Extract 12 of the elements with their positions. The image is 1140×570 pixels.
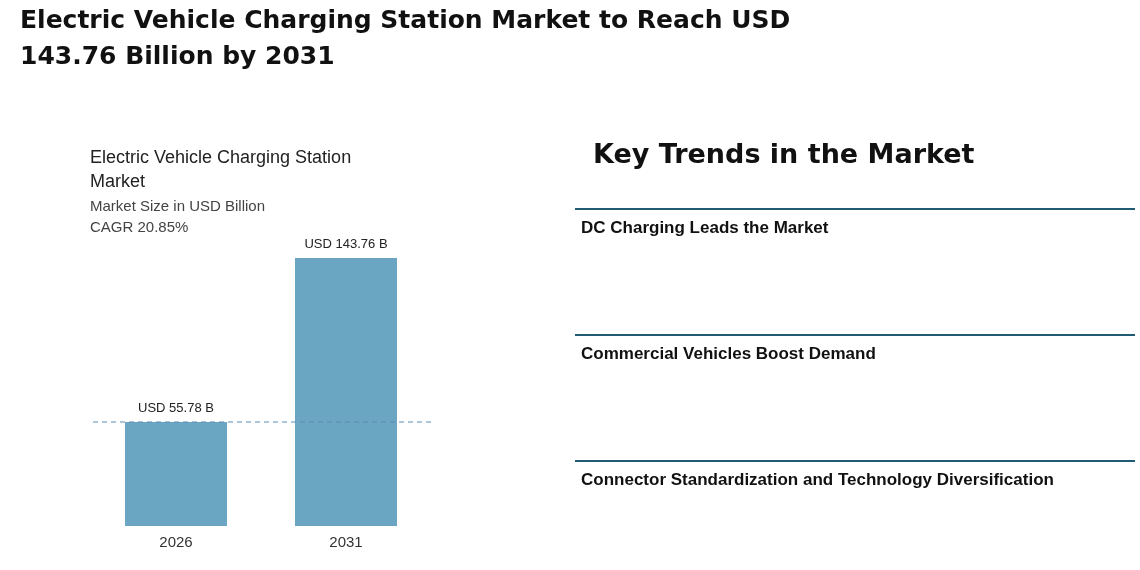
- x-tick-label: 2026: [159, 532, 193, 550]
- data-label: USD 143.76 B: [304, 236, 388, 251]
- text: Key Trends in the Market: [593, 138, 976, 171]
- chart-subtitle: Electric Vehicle Charging Station Market: [90, 146, 353, 193]
- x-tick-label: 2031: [329, 532, 363, 550]
- data-label: USD 55.78 B: [138, 400, 214, 416]
- text: CAGR 20.85%: [90, 218, 190, 235]
- text: Commercial Vehicles Boost Demand: [575, 334, 1135, 460]
- text: Connector Standardization and Technology Diversification: [575, 460, 1135, 570]
- text: Market Size in USD Billion: [90, 197, 267, 214]
- chart-title: Electric Vehicle Charging Station Market to Reach USD 143.76 Billion by 2031: [20, 4, 792, 72]
- text: DC Charging Leads the Market: [575, 208, 1135, 334]
